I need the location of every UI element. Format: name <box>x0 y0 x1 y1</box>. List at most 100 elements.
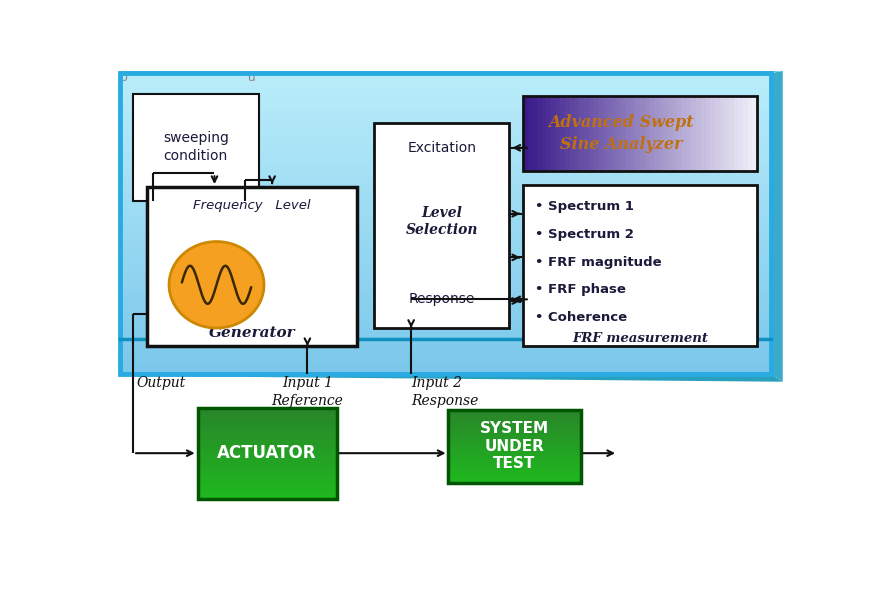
Bar <box>120 170 771 174</box>
Bar <box>198 478 337 480</box>
Bar <box>449 440 581 443</box>
Bar <box>752 96 759 171</box>
Bar <box>120 350 771 355</box>
Bar <box>120 252 771 257</box>
Bar <box>120 200 771 204</box>
Bar <box>120 313 771 317</box>
Bar <box>449 451 581 454</box>
Bar <box>537 96 543 171</box>
Bar <box>449 471 581 473</box>
Bar <box>120 136 771 141</box>
Bar <box>120 332 771 336</box>
Bar <box>570 96 576 171</box>
Bar <box>120 230 771 235</box>
Bar <box>120 163 771 167</box>
Bar <box>198 482 337 485</box>
Bar <box>120 91 771 96</box>
Bar <box>120 297 771 302</box>
Text: Frequency   Level: Frequency Level <box>193 199 311 212</box>
Bar <box>705 96 711 171</box>
Bar <box>561 96 566 171</box>
Bar <box>120 95 771 99</box>
Bar <box>593 96 599 171</box>
Bar <box>120 151 771 156</box>
Bar <box>120 365 771 370</box>
Bar <box>449 476 581 479</box>
Bar <box>449 467 581 470</box>
Bar <box>198 411 337 414</box>
Bar <box>120 369 771 374</box>
Bar <box>120 106 771 111</box>
Bar <box>612 96 618 171</box>
Bar <box>449 458 581 461</box>
Bar <box>120 335 771 340</box>
Bar <box>120 193 771 197</box>
Bar <box>120 324 771 329</box>
Bar <box>449 411 581 414</box>
Bar <box>449 424 581 426</box>
Bar <box>449 434 581 437</box>
Bar <box>649 96 655 171</box>
Bar <box>198 450 337 453</box>
Bar <box>198 466 337 469</box>
Bar <box>677 96 683 171</box>
Bar <box>691 96 697 171</box>
Bar <box>120 207 771 212</box>
Bar <box>198 439 337 442</box>
Bar <box>198 436 337 440</box>
Bar <box>556 96 562 171</box>
Text: • Spectrum 2: • Spectrum 2 <box>536 228 634 241</box>
Bar <box>449 446 581 448</box>
Bar <box>449 436 581 439</box>
Bar <box>449 469 581 472</box>
Bar <box>120 132 771 137</box>
Bar <box>724 96 731 171</box>
Bar <box>120 140 771 145</box>
Bar <box>120 76 771 81</box>
Bar <box>198 495 337 499</box>
Bar <box>449 416 581 419</box>
Bar <box>654 96 660 171</box>
Bar <box>523 184 757 346</box>
Polygon shape <box>120 374 783 382</box>
Bar <box>198 420 337 424</box>
Bar <box>198 464 337 467</box>
Bar <box>120 264 771 268</box>
Bar <box>120 211 771 216</box>
Bar <box>198 432 337 435</box>
Bar <box>198 454 337 457</box>
Bar <box>120 245 771 249</box>
Text: • Coherence: • Coherence <box>536 311 627 324</box>
Bar <box>738 96 745 171</box>
Bar <box>701 96 707 171</box>
Bar <box>631 96 637 171</box>
Bar <box>589 96 595 171</box>
Bar <box>733 96 739 171</box>
Bar <box>523 96 529 171</box>
Bar <box>198 462 337 465</box>
Bar <box>598 96 604 171</box>
Bar <box>449 426 581 428</box>
Bar <box>120 185 771 190</box>
Bar <box>120 147 771 152</box>
Bar <box>198 414 337 417</box>
Bar <box>449 413 581 415</box>
Bar <box>449 456 581 459</box>
Bar <box>659 96 665 171</box>
Bar <box>120 83 771 88</box>
Text: • Spectrum 1: • Spectrum 1 <box>536 200 634 213</box>
Bar <box>120 271 771 276</box>
Bar <box>120 305 771 310</box>
Text: ACTUATOR: ACTUATOR <box>217 444 317 462</box>
Bar <box>120 294 771 298</box>
Bar <box>120 249 771 254</box>
Bar <box>198 486 337 489</box>
Bar <box>198 430 337 433</box>
Bar <box>635 96 641 171</box>
Text: Generator: Generator <box>208 326 295 340</box>
Bar <box>198 459 337 462</box>
Bar <box>449 409 581 412</box>
Bar <box>120 177 771 182</box>
Bar <box>532 96 538 171</box>
Bar <box>579 96 585 171</box>
